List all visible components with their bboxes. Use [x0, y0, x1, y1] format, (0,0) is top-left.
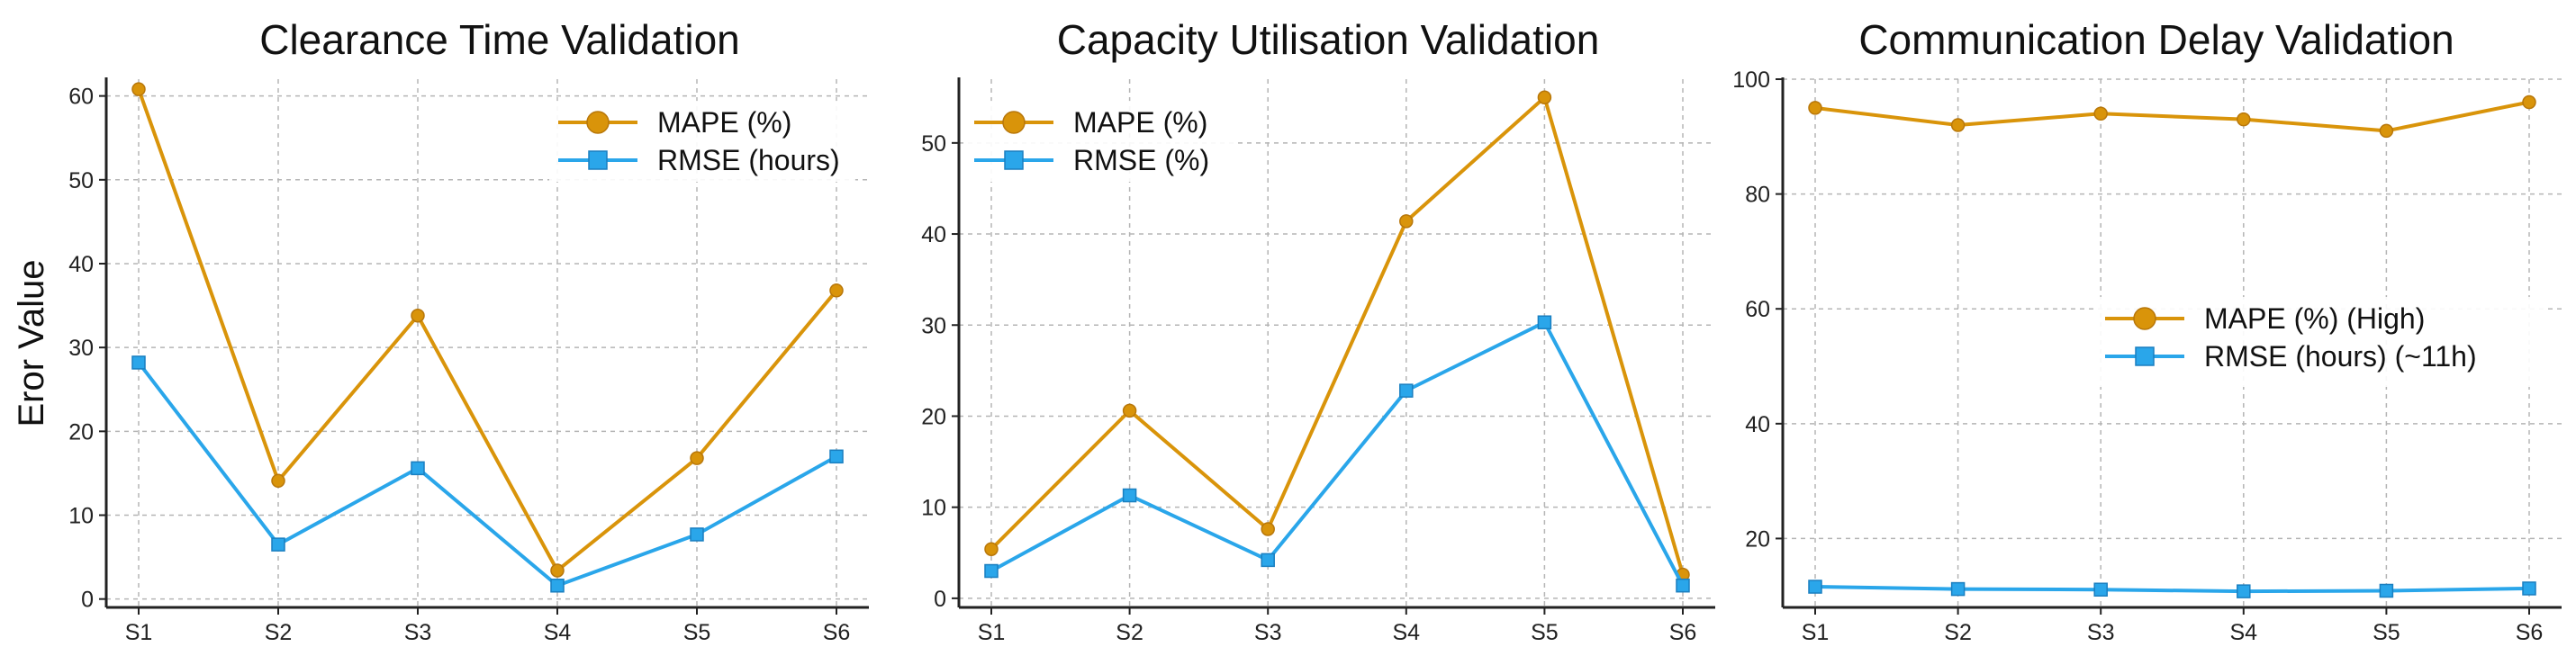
legend-label: MAPE (%) [657, 106, 791, 139]
x-tick-label: S1 [125, 620, 153, 645]
data-point-mape [550, 563, 565, 578]
chart-panel-3: Communication Delay Validation 20 40 60 80 10… [1732, 16, 2562, 645]
legend-marker-square [588, 150, 608, 170]
y-tick-label: 20 [1745, 526, 1770, 552]
data-point-rmse [411, 461, 425, 476]
legend-marker-circle [2133, 307, 2156, 330]
x-tick-label: S2 [1944, 620, 1972, 645]
legend-marker-square [1004, 150, 1024, 170]
x-tick-label: S6 [1669, 620, 1697, 645]
data-point-rmse [690, 527, 704, 542]
series-line-rmse [1814, 585, 2530, 594]
x-tick-label: S5 [1531, 620, 1559, 645]
y-tick-label: 50 [921, 131, 946, 157]
data-point-mape [2379, 123, 2394, 139]
series-line-rmse [137, 361, 837, 588]
x-tick-label: S3 [2087, 620, 2115, 645]
series-line-rmse [990, 320, 1685, 587]
y-tick-label: 40 [68, 252, 94, 277]
x-tick-label: S5 [2373, 620, 2400, 645]
data-point-rmse [2522, 581, 2536, 596]
x-tick-label: S4 [544, 620, 572, 645]
y-tick-label: 10 [68, 504, 94, 529]
chart-panel-2: Capacity Utilisation Validation 0 10 20 30 40… [921, 16, 1715, 645]
data-point-rmse [271, 537, 285, 552]
legend-label: RMSE (hours) [657, 144, 840, 176]
y-axis-label: Eror Value [12, 259, 51, 427]
legend-marker-circle [1002, 111, 1026, 134]
x-tick-label: S3 [404, 620, 432, 645]
data-point-mape [2093, 106, 2108, 121]
x-tick-label: S2 [1116, 620, 1143, 645]
data-point-mape [1399, 214, 1414, 229]
x-tick-label: S6 [823, 620, 851, 645]
data-point-mape [690, 451, 704, 465]
legend-box [2096, 297, 2546, 387]
y-tick-label: 10 [921, 496, 946, 521]
data-point-rmse [984, 563, 999, 579]
y-tick-label: 0 [81, 588, 94, 613]
y-tick-label: 100 [1732, 67, 1770, 93]
data-point-mape [131, 82, 146, 96]
data-point-mape [1950, 118, 1966, 132]
legend-label: MAPE (%) [1073, 106, 1207, 139]
data-point-mape [1122, 403, 1137, 418]
y-tick-label: 20 [68, 419, 94, 445]
series-line-mape [137, 88, 838, 573]
legend-marker-square [2135, 346, 2155, 366]
chart-title: Clearance Time Validation [259, 16, 740, 63]
legend-label: MAPE (%) (High) [2204, 302, 2425, 335]
data-point-mape [829, 283, 844, 298]
y-tick-label: 80 [1745, 183, 1770, 208]
x-tick-label: S6 [2516, 620, 2544, 645]
chart-panel-1: Clearance Time Validation 0 10 20 30 40 50 60 S1… [12, 16, 869, 645]
data-point-mape [984, 542, 999, 556]
y-tick-label: 20 [921, 404, 946, 429]
data-point-rmse [1399, 383, 1414, 398]
data-point-mape [1808, 101, 1822, 115]
data-point-rmse [829, 449, 844, 464]
data-point-rmse [2237, 584, 2251, 598]
y-tick-label: 0 [934, 587, 946, 612]
x-tick-label: S4 [2230, 620, 2258, 645]
data-point-mape [2522, 94, 2536, 110]
data-point-mape [271, 473, 285, 489]
data-point-rmse [2379, 583, 2394, 598]
data-point-mape [1261, 522, 1275, 536]
data-point-rmse [1676, 578, 1690, 593]
data-point-rmse [1122, 488, 1137, 503]
data-point-rmse [131, 355, 146, 370]
y-tick-label: 40 [1745, 412, 1770, 437]
data-point-rmse [1950, 581, 1966, 597]
x-tick-label: S4 [1393, 620, 1421, 645]
y-tick-label: 60 [68, 85, 94, 110]
x-tick-label: S3 [1254, 620, 1282, 645]
data-point-rmse [1537, 315, 1552, 329]
legend-label: RMSE (%) [1073, 144, 1209, 176]
data-point-rmse [1261, 553, 1275, 568]
x-tick-label: S1 [1802, 620, 1830, 645]
chart-title: Communication Delay Validation [1858, 16, 2454, 63]
series-line-mape [1814, 100, 2530, 133]
data-point-rmse [1808, 580, 1822, 594]
data-point-mape [2237, 112, 2251, 127]
chart-title: Capacity Utilisation Validation [1057, 16, 1600, 63]
x-tick-label: S5 [683, 620, 711, 645]
y-tick-label: 50 [68, 168, 94, 193]
data-point-rmse [550, 579, 565, 593]
x-tick-label: S2 [265, 620, 293, 645]
legend-label: RMSE (hours) (~11h) [2204, 340, 2477, 373]
x-tick-label: S1 [978, 620, 1006, 645]
y-tick-label: 60 [1745, 297, 1770, 322]
series-line-mape [990, 95, 1685, 576]
data-point-mape [411, 309, 425, 323]
y-tick-label: 30 [68, 336, 94, 361]
data-point-mape [1537, 90, 1552, 104]
y-tick-label: 40 [921, 222, 946, 247]
legend-marker-circle [586, 111, 610, 134]
data-point-rmse [2093, 582, 2108, 597]
y-tick-label: 30 [921, 313, 946, 338]
